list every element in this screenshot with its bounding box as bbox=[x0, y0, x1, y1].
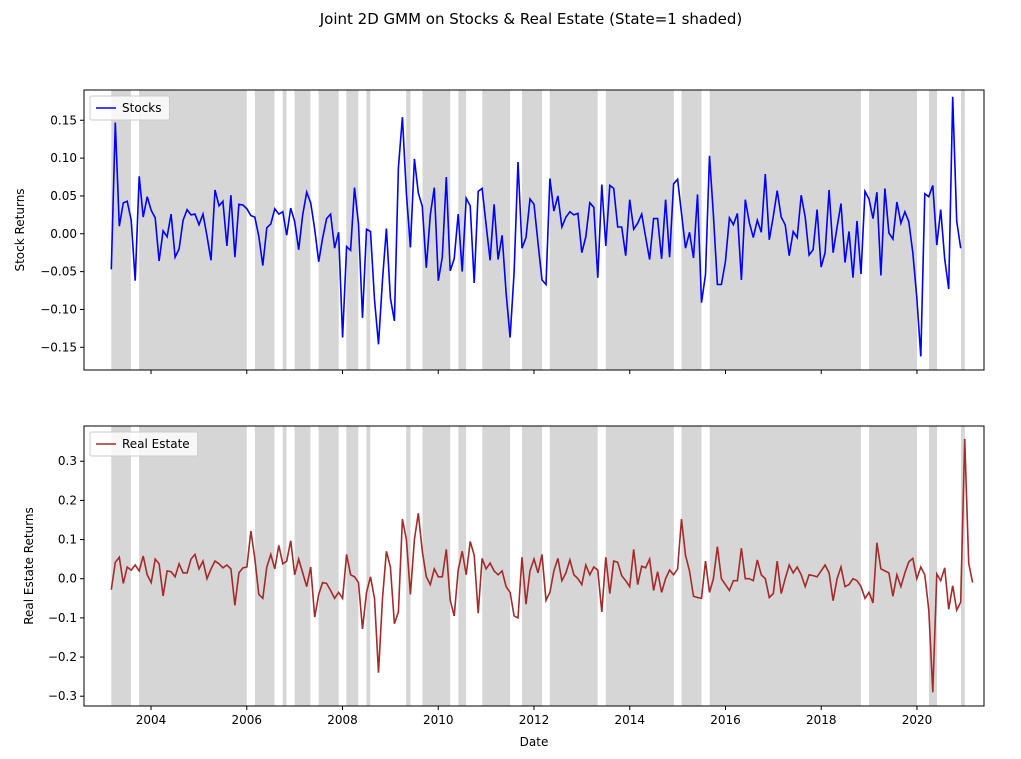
real-estate-state1-region-4 bbox=[294, 426, 311, 706]
stocks-state1-region-4 bbox=[294, 90, 311, 370]
real-estate-y-axis-label: Real Estate Returns bbox=[22, 507, 36, 625]
stocks-axes: 0.15 0.10 0.05 0.00 −0.05 −0.10 −0.15 Stock Re… bbox=[13, 89, 985, 374]
x-tick-label: 2006 bbox=[231, 713, 262, 727]
real-estate-y-tick-label: −0.2 bbox=[48, 650, 77, 664]
stocks-axes-frame bbox=[83, 89, 985, 371]
real-estate-y-tick-label: −0.1 bbox=[48, 611, 77, 625]
x-tick-label: 2004 bbox=[136, 713, 167, 727]
stocks-state1-region-12 bbox=[522, 90, 543, 370]
real-estate-axes-frame bbox=[83, 425, 985, 707]
x-tick-label: 2018 bbox=[806, 713, 837, 727]
stocks-y-axis-label: Stock Returns bbox=[13, 188, 27, 271]
x-tick-label: 2014 bbox=[614, 713, 645, 727]
real-estate-state1-region-3 bbox=[282, 426, 287, 706]
x-tick-label: 2008 bbox=[327, 713, 358, 727]
stocks-state1-region-19 bbox=[961, 90, 965, 370]
real-estate-y-tick-label: 0.0 bbox=[58, 572, 77, 586]
real-estate-state1-region-6 bbox=[346, 426, 359, 706]
stocks-y-tick-label: −0.05 bbox=[40, 265, 77, 279]
stocks-series-line bbox=[110, 96, 962, 357]
stocks-legend-label: Stocks bbox=[122, 101, 161, 115]
real-estate-y-tick-label: −0.3 bbox=[48, 689, 77, 703]
real-estate-y-ticks: 0.3 0.2 0.1 0.0 −0.1 −0.2 −0.3 bbox=[48, 454, 84, 703]
stocks-legend-box bbox=[89, 95, 170, 121]
x-axis-label: Date bbox=[520, 735, 549, 749]
real-estate-state1-region-5 bbox=[318, 426, 339, 706]
real-estate-state1-region-7 bbox=[366, 426, 371, 706]
stocks-y-tick-label: −0.10 bbox=[40, 302, 77, 316]
real-estate-y-tick-label: 0.3 bbox=[58, 454, 77, 468]
real-estate-axes: 0.3 0.2 0.1 0.0 −0.1 −0.2 −0.3 2004 2006 2008 201… bbox=[22, 425, 985, 749]
real-estate-state1-region-16 bbox=[709, 426, 861, 706]
stocks-state1-region-15 bbox=[681, 90, 702, 370]
real-estate-state1-shading bbox=[111, 426, 965, 706]
stocks-state1-region-17 bbox=[869, 90, 917, 370]
real-estate-x-ticks: 2004 2006 2008 2010 2012 2014 2016 2018 2020 bbox=[136, 706, 933, 727]
x-tick-label: 2012 bbox=[519, 713, 550, 727]
real-estate-state1-region-19 bbox=[961, 426, 965, 706]
figure-title: Joint 2D GMM on Stocks & Real Estate (St… bbox=[319, 10, 743, 28]
real-estate-legend-label: Real Estate bbox=[122, 437, 190, 451]
real-estate-state1-region-14 bbox=[605, 426, 674, 706]
stocks-y-tick-label: 0.10 bbox=[50, 151, 77, 165]
stocks-y-ticks: 0.15 0.10 0.05 0.00 −0.05 −0.10 −0.15 bbox=[40, 113, 84, 354]
stocks-y-tick-label: 0.05 bbox=[50, 189, 77, 203]
stocks-state1-region-13 bbox=[549, 90, 598, 370]
real-estate-series-line bbox=[110, 438, 974, 693]
real-estate-legend-box bbox=[89, 431, 199, 457]
stocks-state1-region-3 bbox=[282, 90, 287, 370]
real-estate-state1-region-1 bbox=[139, 426, 247, 706]
real-estate-state1-region-17 bbox=[869, 426, 917, 706]
stocks-x-ticks bbox=[150, 370, 918, 374]
x-tick-label: 2016 bbox=[710, 713, 741, 727]
real-estate-state1-region-11 bbox=[482, 426, 511, 706]
real-estate-legend: Real Estate bbox=[89, 431, 199, 457]
x-tick-label: 2020 bbox=[902, 713, 933, 727]
x-tick-label: 2010 bbox=[423, 713, 454, 727]
real-estate-state1-region-15 bbox=[681, 426, 702, 706]
real-estate-state1-region-18 bbox=[928, 426, 938, 706]
stocks-state1-region-10 bbox=[458, 90, 467, 370]
real-estate-y-tick-label: 0.2 bbox=[58, 493, 77, 507]
stocks-state1-region-1 bbox=[139, 90, 247, 370]
stocks-state1-region-2 bbox=[254, 90, 275, 370]
stocks-y-tick-label: 0.00 bbox=[50, 227, 77, 241]
real-estate-state1-region-2 bbox=[254, 426, 275, 706]
stocks-state1-region-0 bbox=[111, 90, 131, 370]
stocks-y-tick-label: −0.15 bbox=[40, 340, 77, 354]
stocks-state1-region-18 bbox=[928, 90, 938, 370]
real-estate-state1-region-10 bbox=[458, 426, 467, 706]
stocks-y-tick-label: 0.15 bbox=[50, 113, 77, 127]
stocks-state1-region-5 bbox=[318, 90, 339, 370]
real-estate-y-tick-label: 0.1 bbox=[58, 533, 77, 547]
stocks-state1-region-14 bbox=[605, 90, 674, 370]
real-estate-state1-region-13 bbox=[549, 426, 598, 706]
real-estate-state1-region-9 bbox=[422, 426, 451, 706]
stocks-legend: Stocks bbox=[89, 95, 170, 121]
